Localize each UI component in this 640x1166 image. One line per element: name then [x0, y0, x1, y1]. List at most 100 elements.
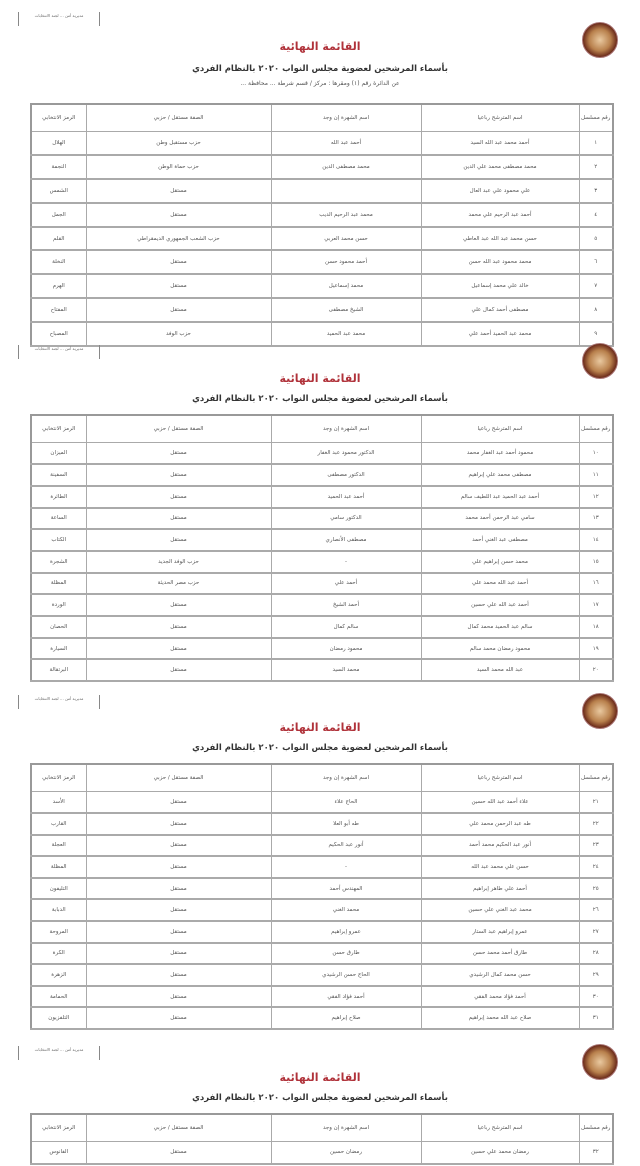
cell-party: مستقل: [85, 593, 272, 617]
cell-serial: ١١: [578, 463, 614, 487]
table-row: ٣٢ رمضان محمد علي حسين رمضان حسين مستقل الفا…: [30, 1141, 614, 1165]
cell-symbol: الساعة: [30, 507, 87, 531]
cell-name: محمد عبد الغني علي حسين: [420, 898, 580, 923]
cell-party: مستقل: [85, 463, 272, 487]
column-header-symbol: الرمز الانتخابي: [30, 103, 87, 132]
cell-symbol: التلفزيون: [30, 1006, 87, 1031]
cell-nickname: الشيخ مصطفى: [270, 297, 422, 323]
cell-party: مستقل: [85, 637, 272, 661]
column-header-name: اسم المترشح رباعيا: [420, 414, 580, 443]
cell-party: مستقل: [85, 877, 272, 901]
cell-party: مستقل: [85, 812, 272, 836]
cell-symbol: الزهرة: [30, 963, 87, 987]
column-header-nickname: اسم الشهرة إن وجد: [270, 1113, 422, 1142]
cell-serial: ١٤: [578, 528, 614, 552]
cell-party: مستقل: [85, 658, 272, 683]
cell-serial: ٨: [578, 297, 614, 323]
table-row: ٥ حسن محمد عبد الله عبد العاطي حسن محمد ال…: [30, 226, 614, 252]
cell-serial: ٧: [578, 273, 614, 300]
table-row: ١٨ سالم عبد الحميد محمد كمال سالم كمال مستق…: [30, 615, 614, 639]
candidates-table: رقم مسلسل اسم المترشح رباعيا اسم الشهرة إن…: [30, 763, 614, 1031]
cell-nickname: الدكتور سامي: [270, 507, 422, 531]
cell-party: مستقل: [85, 507, 272, 531]
page-subtitle: بأسماء المرشحين لعضوية مجلس النواب ٢٠٢٠ …: [192, 743, 448, 753]
cell-name: أحمد فؤاد محمد الفقي: [420, 985, 580, 1009]
cell-symbol: الكتاب: [30, 528, 87, 552]
table-row: ٣ علي محمود علي عبد العال مستقل الشمس: [30, 178, 614, 204]
cell-party: مستقل: [85, 615, 272, 639]
cell-name: مصطفى أحمد كمال علي: [420, 297, 580, 323]
column-header-serial: رقم مسلسل: [578, 763, 614, 792]
cell-serial: ٢٥: [578, 877, 614, 901]
table-row: ٤ أحمد عبد الرحيم علي محمد محمد عبد الرحيم…: [30, 202, 614, 228]
table-row: ٢٧ عمرو إبراهيم عبد الستار عمرو إبراهيم مست…: [30, 920, 614, 944]
cell-symbol: المظلة: [30, 855, 87, 879]
cell-party: مستقل: [85, 178, 272, 204]
cell-party: حزب الشعب الجمهوري الديمقراطي: [85, 226, 272, 252]
cell-party: مستقل: [85, 249, 272, 276]
emblem-logo: [582, 693, 618, 729]
table-row: ١٥ محمد حسن إبراهيم علي - حزب الوفد الجديد ا…: [30, 550, 614, 574]
cell-name: عبد الله محمد السيد: [420, 658, 580, 683]
cell-nickname: محمود رمضان: [270, 637, 422, 661]
table-header: رقم مسلسل اسم المترشح رباعيا اسم الشهرة إن…: [30, 414, 614, 443]
cell-nickname: حسن محمد العربي: [270, 226, 422, 252]
cell-nickname: الحاج حسن الرشيدي: [270, 963, 422, 987]
cell-serial: ٢٤: [578, 855, 614, 879]
table-row: ٢٢ طه عبد الرحمن محمد علي طه أبو العلا مستق…: [30, 812, 614, 836]
cell-serial: ٣٠: [578, 985, 614, 1009]
table-row: ٢٤ حسن علي محمد عبد الله - مستقل المظلة: [30, 855, 614, 879]
cell-serial: ١٢: [578, 485, 614, 509]
cell-symbol: المصباح: [30, 321, 87, 347]
cell-nickname: عمرو إبراهيم: [270, 920, 422, 944]
page-title: القائمة النهائية: [279, 721, 361, 734]
column-header-serial: رقم مسلسل: [578, 414, 614, 443]
cell-name: طارق أحمد محمد حسن: [420, 942, 580, 966]
page-title: القائمة النهائية: [279, 372, 361, 385]
cell-serial: ٦: [578, 249, 614, 276]
cell-nickname: رمضان حسين: [270, 1141, 422, 1165]
cell-serial: ٤: [578, 202, 614, 228]
cell-party: مستقل: [85, 985, 272, 1009]
cell-serial: ١٨: [578, 615, 614, 639]
cell-nickname: سالم كمال: [270, 615, 422, 639]
cell-name: محمد عبد الحميد أحمد علي: [420, 321, 580, 347]
cell-symbol: الهلال: [30, 131, 87, 157]
column-header-name: اسم المترشح رباعيا: [420, 103, 580, 132]
column-header-nickname: اسم الشهرة إن وجد: [270, 763, 422, 792]
table-row: ٣٠ أحمد فؤاد محمد الفقي أحمد فؤاد الفقي مست…: [30, 985, 614, 1009]
cell-symbol: الفانوس: [30, 1141, 87, 1165]
cell-nickname: محمد إسماعيل: [270, 273, 422, 300]
table-row: ٦ محمد محمود عبد الله حسن أحمد محمود حسن مس…: [30, 249, 614, 276]
cell-name: سامي عبد الرحمن أحمد محمد: [420, 507, 580, 531]
cell-party: مستقل: [85, 920, 272, 944]
cell-serial: ٢٣: [578, 834, 614, 858]
cell-serial: ١٧: [578, 593, 614, 617]
emblem-logo: [582, 343, 618, 379]
column-header-nickname: اسم الشهرة إن وجد: [270, 414, 422, 443]
cell-symbol: العجلة: [30, 834, 87, 858]
emblem-logo: [582, 1044, 618, 1080]
cell-serial: ١٦: [578, 572, 614, 596]
cell-name: علي محمود علي عبد العال: [420, 178, 580, 204]
column-header-nickname: اسم الشهرة إن وجد: [270, 103, 422, 132]
cell-serial: ١٣: [578, 507, 614, 531]
cell-serial: ٢٠: [578, 658, 614, 683]
cell-serial: ١: [578, 131, 614, 157]
cell-serial: ٢: [578, 154, 614, 181]
column-header-party: الصفة مستقل / حزبي: [85, 1113, 272, 1142]
cell-nickname: [270, 178, 422, 204]
table-row: ٢ محمد مصطفى محمد علي الدين محمد مصطفى الد…: [30, 154, 614, 181]
stamp: مديرية أمن ... لجنة الانتخابات: [18, 12, 100, 26]
cell-name: محمود أحمد عبد الغفار محمد: [420, 442, 580, 466]
column-header-name: اسم المترشح رباعيا: [420, 1113, 580, 1142]
table-row: ٩ محمد عبد الحميد أحمد علي محمد عبد الحميد…: [30, 321, 614, 347]
cell-name: حسن علي محمد عبد الله: [420, 855, 580, 879]
cell-symbol: البرتقالة: [30, 658, 87, 683]
page-subtitle: بأسماء المرشحين لعضوية مجلس النواب ٢٠٢٠ …: [192, 64, 448, 74]
cell-nickname: أحمد عبد الحميد: [270, 485, 422, 509]
cell-nickname: طه أبو العلا: [270, 812, 422, 836]
cell-serial: ٣٢: [578, 1141, 614, 1165]
cell-nickname: أحمد علي: [270, 572, 422, 596]
cell-party: مستقل: [85, 834, 272, 858]
